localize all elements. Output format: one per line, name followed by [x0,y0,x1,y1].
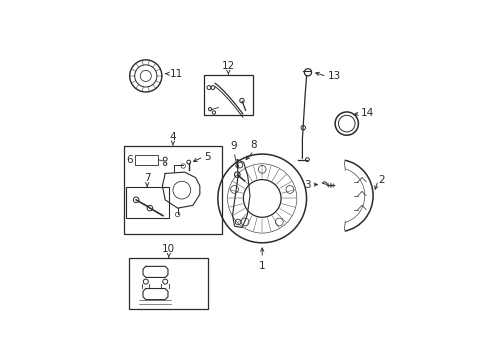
Text: 3: 3 [304,180,311,190]
Text: 11: 11 [170,69,183,79]
Text: 7: 7 [144,173,150,183]
Bar [123,146,222,234]
Text: 2: 2 [379,175,385,185]
Text: 9: 9 [231,141,237,151]
Text: 4: 4 [170,132,176,141]
Text: 10: 10 [162,244,175,254]
Text: 14: 14 [361,108,374,118]
Text: 12: 12 [222,61,235,71]
Bar [129,258,208,309]
Text: 1: 1 [259,261,266,271]
Text: 5: 5 [204,152,211,162]
Text: 6: 6 [126,155,132,165]
Text: 8: 8 [250,140,257,150]
Text: 13: 13 [327,72,341,81]
Bar [135,155,158,165]
Bar [126,187,169,218]
Bar [204,75,252,115]
